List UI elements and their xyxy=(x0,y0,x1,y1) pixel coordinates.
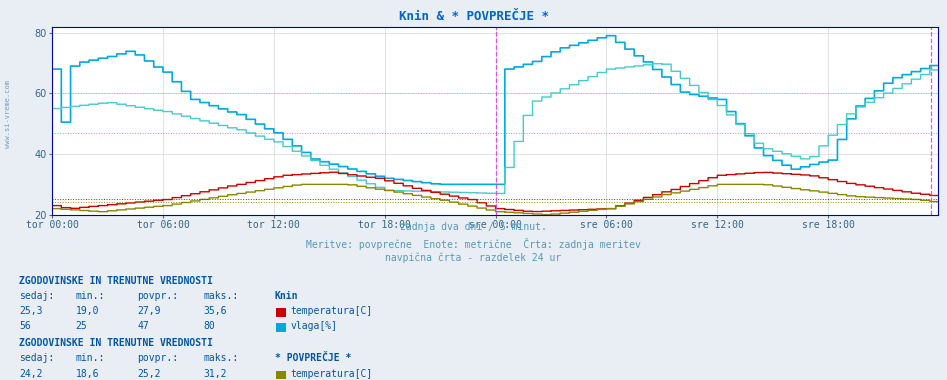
Text: vlaga[%]: vlaga[%] xyxy=(291,321,338,331)
Text: ZGODOVINSKE IN TRENUTNE VREDNOSTI: ZGODOVINSKE IN TRENUTNE VREDNOSTI xyxy=(19,276,213,285)
Text: 25,2: 25,2 xyxy=(137,369,161,378)
Text: 18,6: 18,6 xyxy=(76,369,99,378)
Text: navpična črta - razdelek 24 ur: navpična črta - razdelek 24 ur xyxy=(385,253,562,263)
Text: www.si-vreme.com: www.si-vreme.com xyxy=(5,80,10,148)
Text: min.:: min.: xyxy=(76,353,105,363)
Text: zadnja dva dni / 5 minut.: zadnja dva dni / 5 minut. xyxy=(400,222,547,232)
Text: 80: 80 xyxy=(204,321,215,331)
Text: 35,6: 35,6 xyxy=(204,306,227,316)
Text: min.:: min.: xyxy=(76,291,105,301)
Text: sedaj:: sedaj: xyxy=(19,353,54,363)
Text: sedaj:: sedaj: xyxy=(19,291,54,301)
Text: ZGODOVINSKE IN TRENUTNE VREDNOSTI: ZGODOVINSKE IN TRENUTNE VREDNOSTI xyxy=(19,338,213,348)
Text: maks.:: maks.: xyxy=(204,353,239,363)
Text: 25,3: 25,3 xyxy=(19,306,43,316)
Text: Knin & * POVPREČJE *: Knin & * POVPREČJE * xyxy=(399,10,548,22)
Text: Knin: Knin xyxy=(275,291,298,301)
Text: 24,2: 24,2 xyxy=(19,369,43,378)
Text: maks.:: maks.: xyxy=(204,291,239,301)
Text: temperatura[C]: temperatura[C] xyxy=(291,369,373,378)
Text: 56: 56 xyxy=(19,321,30,331)
Text: temperatura[C]: temperatura[C] xyxy=(291,306,373,316)
Text: 27,9: 27,9 xyxy=(137,306,161,316)
Text: Meritve: povprečne  Enote: metrične  Črta: zadnja meritev: Meritve: povprečne Enote: metrične Črta:… xyxy=(306,238,641,250)
Text: 25: 25 xyxy=(76,321,87,331)
Text: 47: 47 xyxy=(137,321,149,331)
Text: 19,0: 19,0 xyxy=(76,306,99,316)
Text: povpr.:: povpr.: xyxy=(137,291,178,301)
Text: 31,2: 31,2 xyxy=(204,369,227,378)
Text: * POVPREČJE *: * POVPREČJE * xyxy=(275,353,351,363)
Text: povpr.:: povpr.: xyxy=(137,353,178,363)
